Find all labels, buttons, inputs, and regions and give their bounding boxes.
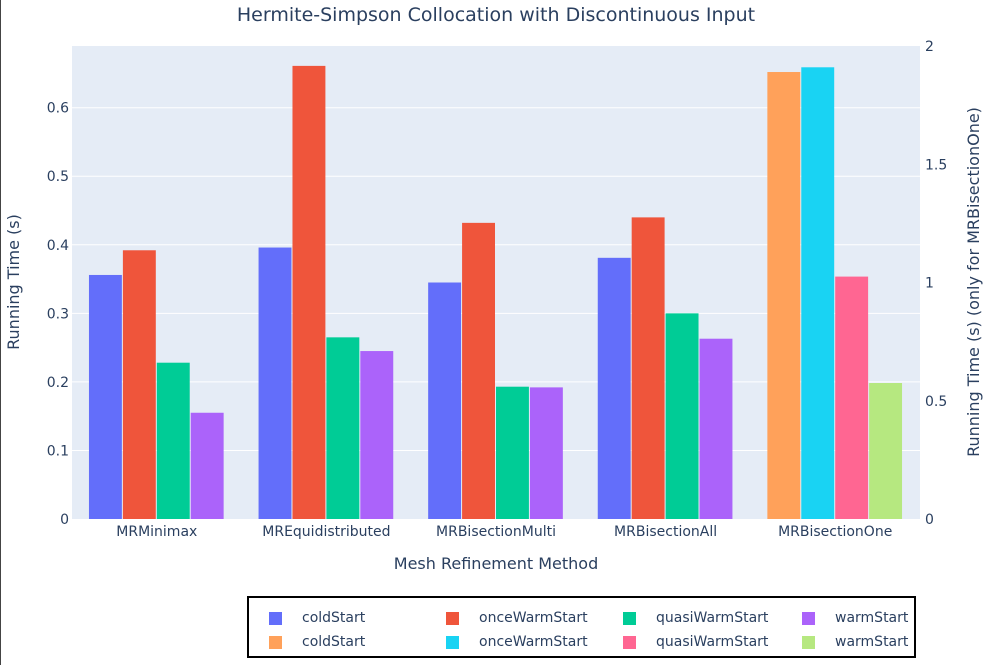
y2-tick-label: 2 <box>925 39 934 55</box>
y2-tick-label: 0.5 <box>925 394 947 410</box>
y2-tick-label: 1 <box>925 276 934 292</box>
bar <box>326 337 360 519</box>
legend-item[interactable]: quasiWarmStart <box>623 608 768 628</box>
legend-swatch <box>802 611 815 625</box>
legend-item[interactable]: warmStart <box>802 632 908 652</box>
legend-item[interactable]: coldStart <box>269 632 365 652</box>
y-axis-ticks: 0 0.1 0.2 0.3 0.4 0.5 0.6 <box>47 101 69 528</box>
y-tick-label: 0.2 <box>47 375 69 391</box>
bar <box>122 250 156 519</box>
legend-label: coldStart <box>302 634 366 650</box>
bar <box>292 65 326 519</box>
y-tick-label: 0.6 <box>47 101 69 117</box>
bar <box>190 412 224 519</box>
bar <box>801 67 835 519</box>
chart-title: Hermite-Simpson Collocation with Discont… <box>237 4 755 26</box>
bar-chart: 00.10.20.30.40.50.6 00.511.52 MRMinimax M… <box>4 4 983 573</box>
bar <box>835 276 869 519</box>
y2-tick-label: 1.5 <box>925 157 947 173</box>
bar <box>462 222 495 520</box>
bar <box>597 257 631 519</box>
bar <box>428 282 462 519</box>
y-tick-label: 0.5 <box>47 169 69 185</box>
legend-item[interactable]: coldStart <box>269 608 365 628</box>
legend-item[interactable]: quasiWarmStart <box>623 632 768 652</box>
legend-item[interactable]: onceWarmStart <box>446 608 588 628</box>
x-axis-ticks: MRMinimax MREquidistributed MRBisectionMul… <box>116 524 892 540</box>
y-tick-label: 0.4 <box>47 238 69 254</box>
legend-swatch <box>446 635 459 649</box>
bars <box>88 65 903 520</box>
legend-swatch <box>446 611 459 625</box>
bar <box>631 217 665 519</box>
legend-swatch <box>802 635 815 649</box>
legend: coldStart onceWarmStart quasiWarmStart warm… <box>247 596 916 658</box>
legend-swatch <box>269 611 282 625</box>
bar <box>156 362 190 519</box>
bar <box>258 247 292 520</box>
legend-label: warmStart <box>835 610 909 626</box>
bar <box>699 338 733 519</box>
y-axis-label: Running Time (s) <box>4 214 23 350</box>
legend-label: quasiWarmStart <box>656 610 769 626</box>
x-tick-label: MRBisectionOne <box>778 524 892 540</box>
bar <box>665 313 699 519</box>
bar <box>496 386 529 519</box>
legend-swatch <box>269 635 282 649</box>
x-tick-label: MRBisectionAll <box>614 524 717 540</box>
x-tick-label: MRMinimax <box>116 524 197 540</box>
legend-swatch <box>623 611 636 625</box>
left-border <box>0 0 1 665</box>
bar <box>869 383 903 519</box>
legend-label: onceWarmStart <box>479 610 588 626</box>
y2-tick-label: 0 <box>925 512 934 528</box>
y-tick-label: 0.1 <box>47 443 69 459</box>
legend-label: onceWarmStart <box>479 634 588 650</box>
legend-item[interactable]: warmStart <box>802 608 908 628</box>
legend-label: warmStart <box>835 634 909 650</box>
x-tick-label: MREquidistributed <box>262 524 390 540</box>
x-tick-label: MRBisectionMulti <box>436 524 556 540</box>
y2-axis-label: Running Time (s) (only for MRBisectionOn… <box>964 107 983 457</box>
y-tick-label: 0 <box>60 512 69 528</box>
bar <box>88 274 122 519</box>
legend-swatch <box>623 635 636 649</box>
y-tick-label: 0.3 <box>47 306 69 322</box>
x-axis-label: Mesh Refinement Method <box>394 554 598 573</box>
legend-label: coldStart <box>302 610 366 626</box>
legend-label: quasiWarmStart <box>656 634 769 650</box>
bar <box>360 351 394 519</box>
legend-item[interactable]: onceWarmStart <box>446 632 588 652</box>
bar <box>529 387 563 519</box>
y2-axis-ticks: 0 0.5 1 1.5 2 <box>925 39 947 528</box>
bar <box>767 72 801 520</box>
